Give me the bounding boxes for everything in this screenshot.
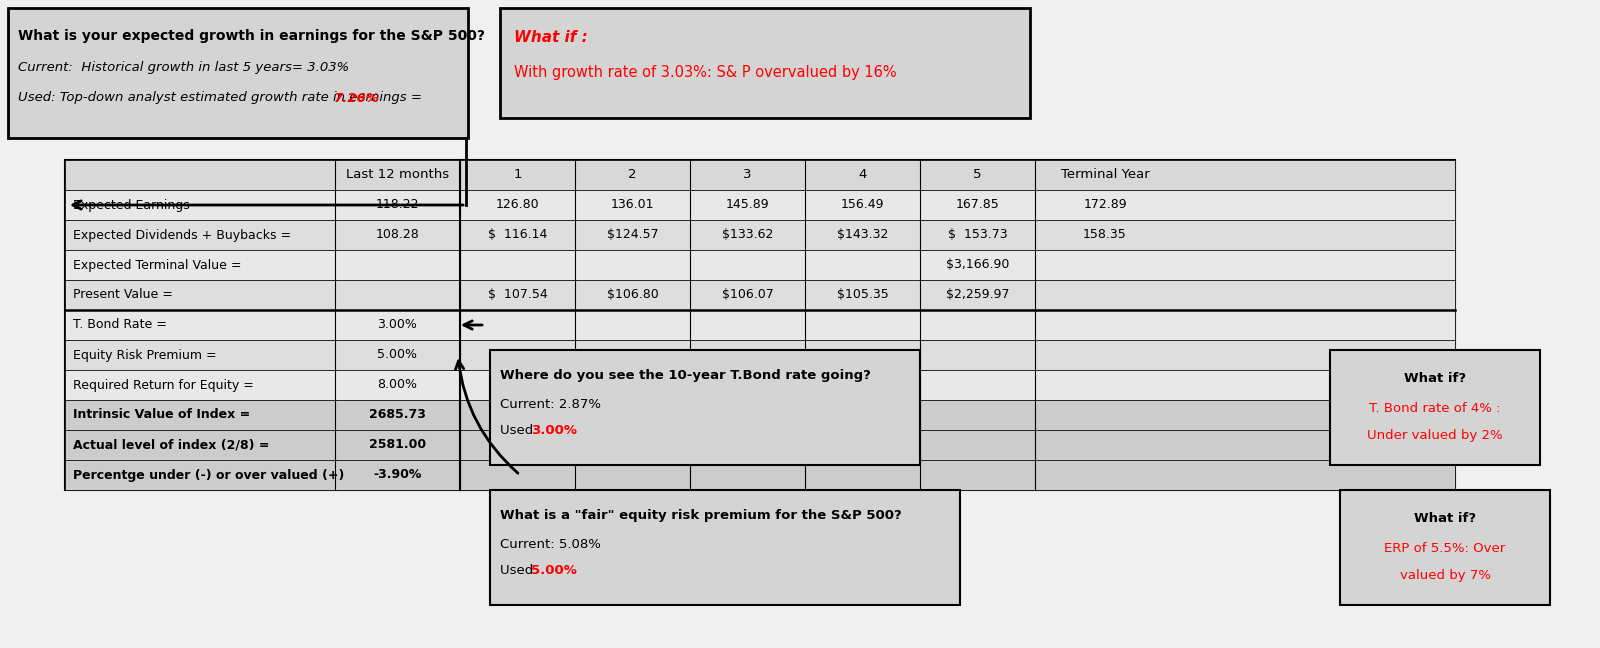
Bar [1341, 490, 1550, 605]
Text: 3.00%: 3.00% [531, 424, 578, 437]
Text: T. Bond rate of 4% :: T. Bond rate of 4% : [1370, 402, 1501, 415]
Text: 3.00%: 3.00% [378, 319, 418, 332]
Bar [66, 310, 1454, 340]
Text: 156.49: 156.49 [840, 198, 885, 211]
Text: -3.90%: -3.90% [373, 469, 422, 481]
Text: 3: 3 [744, 168, 752, 181]
Text: Under valued by 2%: Under valued by 2% [1366, 428, 1502, 441]
Bar [66, 160, 1454, 190]
Text: Used:: Used: [499, 424, 542, 437]
Text: Terminal Year: Terminal Year [1061, 168, 1149, 181]
Text: ERP of 5.5%: Over: ERP of 5.5%: Over [1384, 542, 1506, 555]
Text: Expected Dividends + Buybacks =: Expected Dividends + Buybacks = [74, 229, 291, 242]
Text: Used:: Used: [499, 564, 542, 577]
Text: $  107.54: $ 107.54 [488, 288, 547, 301]
Text: 1: 1 [514, 168, 522, 181]
Text: 2685.73: 2685.73 [370, 408, 426, 421]
Text: 167.85: 167.85 [955, 198, 1000, 211]
Text: $2,259.97: $2,259.97 [946, 288, 1010, 301]
Bar [66, 400, 1454, 430]
Text: Expected Terminal Value =: Expected Terminal Value = [74, 259, 242, 272]
Bar [66, 190, 1454, 220]
Text: $  116.14: $ 116.14 [488, 229, 547, 242]
Text: What if?: What if? [1403, 371, 1466, 384]
Text: Intrinsic Value of Index =: Intrinsic Value of Index = [74, 408, 250, 421]
Bar [66, 160, 1454, 490]
Bar [490, 490, 960, 605]
Text: Percentge under (-) or over valued (+): Percentge under (-) or over valued (+) [74, 469, 344, 481]
Bar [1330, 350, 1539, 465]
Text: 158.35: 158.35 [1083, 229, 1126, 242]
Text: Present Value =: Present Value = [74, 288, 173, 301]
Text: Last 12 months: Last 12 months [346, 168, 450, 181]
Text: 172.89: 172.89 [1083, 198, 1126, 211]
Bar [8, 8, 467, 138]
Text: Current: 2.87%: Current: 2.87% [499, 399, 602, 411]
Bar [66, 340, 1454, 370]
Text: Expected Earnings: Expected Earnings [74, 198, 190, 211]
Text: 108.28: 108.28 [376, 229, 419, 242]
Text: What is your expected growth in earnings for the S&P 500?: What is your expected growth in earnings… [18, 29, 485, 43]
Text: With growth rate of 3.03%: S& P overvalued by 16%: With growth rate of 3.03%: S& P overvalu… [514, 65, 896, 80]
Text: What if?: What if? [1414, 511, 1477, 524]
Text: T. Bond Rate =: T. Bond Rate = [74, 319, 166, 332]
Text: 5.00%: 5.00% [531, 564, 578, 577]
Bar [66, 370, 1454, 400]
Text: $106.07: $106.07 [722, 288, 773, 301]
Text: 5: 5 [973, 168, 982, 181]
Text: 5.00%: 5.00% [378, 349, 418, 362]
Text: 2581.00: 2581.00 [370, 439, 426, 452]
Bar [490, 350, 920, 465]
Text: Current:  Historical growth in last 5 years= 3.03%: Current: Historical growth in last 5 yea… [18, 62, 349, 75]
Text: Required Return for Equity =: Required Return for Equity = [74, 378, 254, 391]
Text: $3,166.90: $3,166.90 [946, 259, 1010, 272]
Text: $  153.73: $ 153.73 [947, 229, 1008, 242]
Text: valued by 7%: valued by 7% [1400, 568, 1491, 581]
Bar [66, 430, 1454, 460]
Text: 136.01: 136.01 [611, 198, 654, 211]
Text: 145.89: 145.89 [726, 198, 770, 211]
Text: $105.35: $105.35 [837, 288, 888, 301]
Bar [66, 280, 1454, 310]
Text: Actual level of index (2/8) =: Actual level of index (2/8) = [74, 439, 269, 452]
Text: $143.32: $143.32 [837, 229, 888, 242]
Text: $124.57: $124.57 [606, 229, 658, 242]
Text: What is a "fair" equity risk premium for the S&P 500?: What is a "fair" equity risk premium for… [499, 509, 902, 522]
Text: 8.00%: 8.00% [378, 378, 418, 391]
Text: $133.62: $133.62 [722, 229, 773, 242]
Bar [499, 8, 1030, 118]
Text: 126.80: 126.80 [496, 198, 539, 211]
Text: Equity Risk Premium =: Equity Risk Premium = [74, 349, 216, 362]
Bar [66, 250, 1454, 280]
Bar [66, 220, 1454, 250]
Text: 118.22: 118.22 [376, 198, 419, 211]
Text: Where do you see the 10-year T.Bond rate going?: Where do you see the 10-year T.Bond rate… [499, 369, 870, 382]
Text: 7.26%: 7.26% [334, 91, 379, 104]
Text: $106.80: $106.80 [606, 288, 658, 301]
Text: Used: Top-down analyst estimated growth rate in earnings =: Used: Top-down analyst estimated growth … [18, 91, 426, 104]
Text: Current: 5.08%: Current: 5.08% [499, 538, 602, 551]
Text: What if :: What if : [514, 30, 587, 45]
Text: 4: 4 [858, 168, 867, 181]
Bar [66, 460, 1454, 490]
Text: 2: 2 [629, 168, 637, 181]
